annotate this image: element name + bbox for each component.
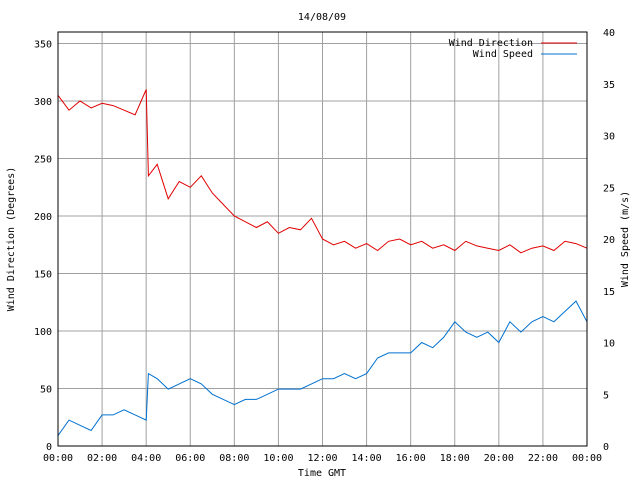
chart-title: 14/08/09 [298, 12, 346, 23]
tick-layer: 00:00 02:00 04:00 06:00 08:00 10:00 12:00 14:00… [34, 28, 615, 464]
grid-layer [58, 32, 587, 446]
x-tick-label: 00:00 [572, 453, 602, 464]
y-left-tick-label: 200 [34, 212, 52, 223]
y-right-tick-label: 30 [603, 132, 615, 143]
y-axis-left-label: Wind Direction (Degrees) [6, 167, 17, 312]
y-right-tick-label: 20 [603, 235, 615, 246]
x-tick-label: 22:00 [528, 453, 558, 464]
y-right-tick-label: 0 [603, 442, 609, 453]
x-tick-label: 02:00 [87, 453, 117, 464]
y-right-tick-label: 25 [603, 183, 615, 194]
y-left-tick-label: 100 [34, 327, 52, 338]
y-left-tick-label: 50 [40, 385, 52, 396]
x-axis-label: Time GMT [298, 468, 346, 479]
x-tick-label: 18:00 [440, 453, 470, 464]
y-right-tick-label: 5 [603, 390, 609, 401]
y-right-tick-label: 35 [603, 80, 615, 91]
x-tick-label: 00:00 [43, 453, 73, 464]
y-left-tick-label: 250 [34, 155, 52, 166]
legend-label-wind-speed: Wind Speed [473, 49, 533, 60]
y-right-tick-label: 40 [603, 28, 615, 39]
x-tick-label: 12:00 [307, 453, 337, 464]
x-tick-label: 08:00 [219, 453, 249, 464]
y-left-tick-label: 150 [34, 270, 52, 281]
legend-label-wind-direction: Wind Direction [449, 38, 533, 49]
y-right-tick-label: 10 [603, 339, 615, 350]
x-tick-label: 14:00 [352, 453, 382, 464]
y-left-tick-label: 350 [34, 40, 52, 51]
series-layer [57, 89, 588, 436]
series-line-wind-direction [57, 89, 588, 254]
x-tick-label: 16:00 [396, 453, 426, 464]
plot-frame [57, 31, 588, 447]
legend: Wind Direction Wind Speed [449, 38, 577, 60]
series-line-wind-speed [57, 300, 588, 436]
x-tick-label: 10:00 [263, 453, 293, 464]
x-tick-label: 20:00 [484, 453, 514, 464]
x-tick-label: 06:00 [175, 453, 205, 464]
x-tick-label: 04:00 [131, 453, 161, 464]
y-left-tick-label: 300 [34, 97, 52, 108]
y-left-tick-label: 0 [46, 442, 52, 453]
y-axis-right-label: Wind Speed (m/s) [620, 191, 631, 287]
y-right-tick-label: 15 [603, 287, 615, 298]
